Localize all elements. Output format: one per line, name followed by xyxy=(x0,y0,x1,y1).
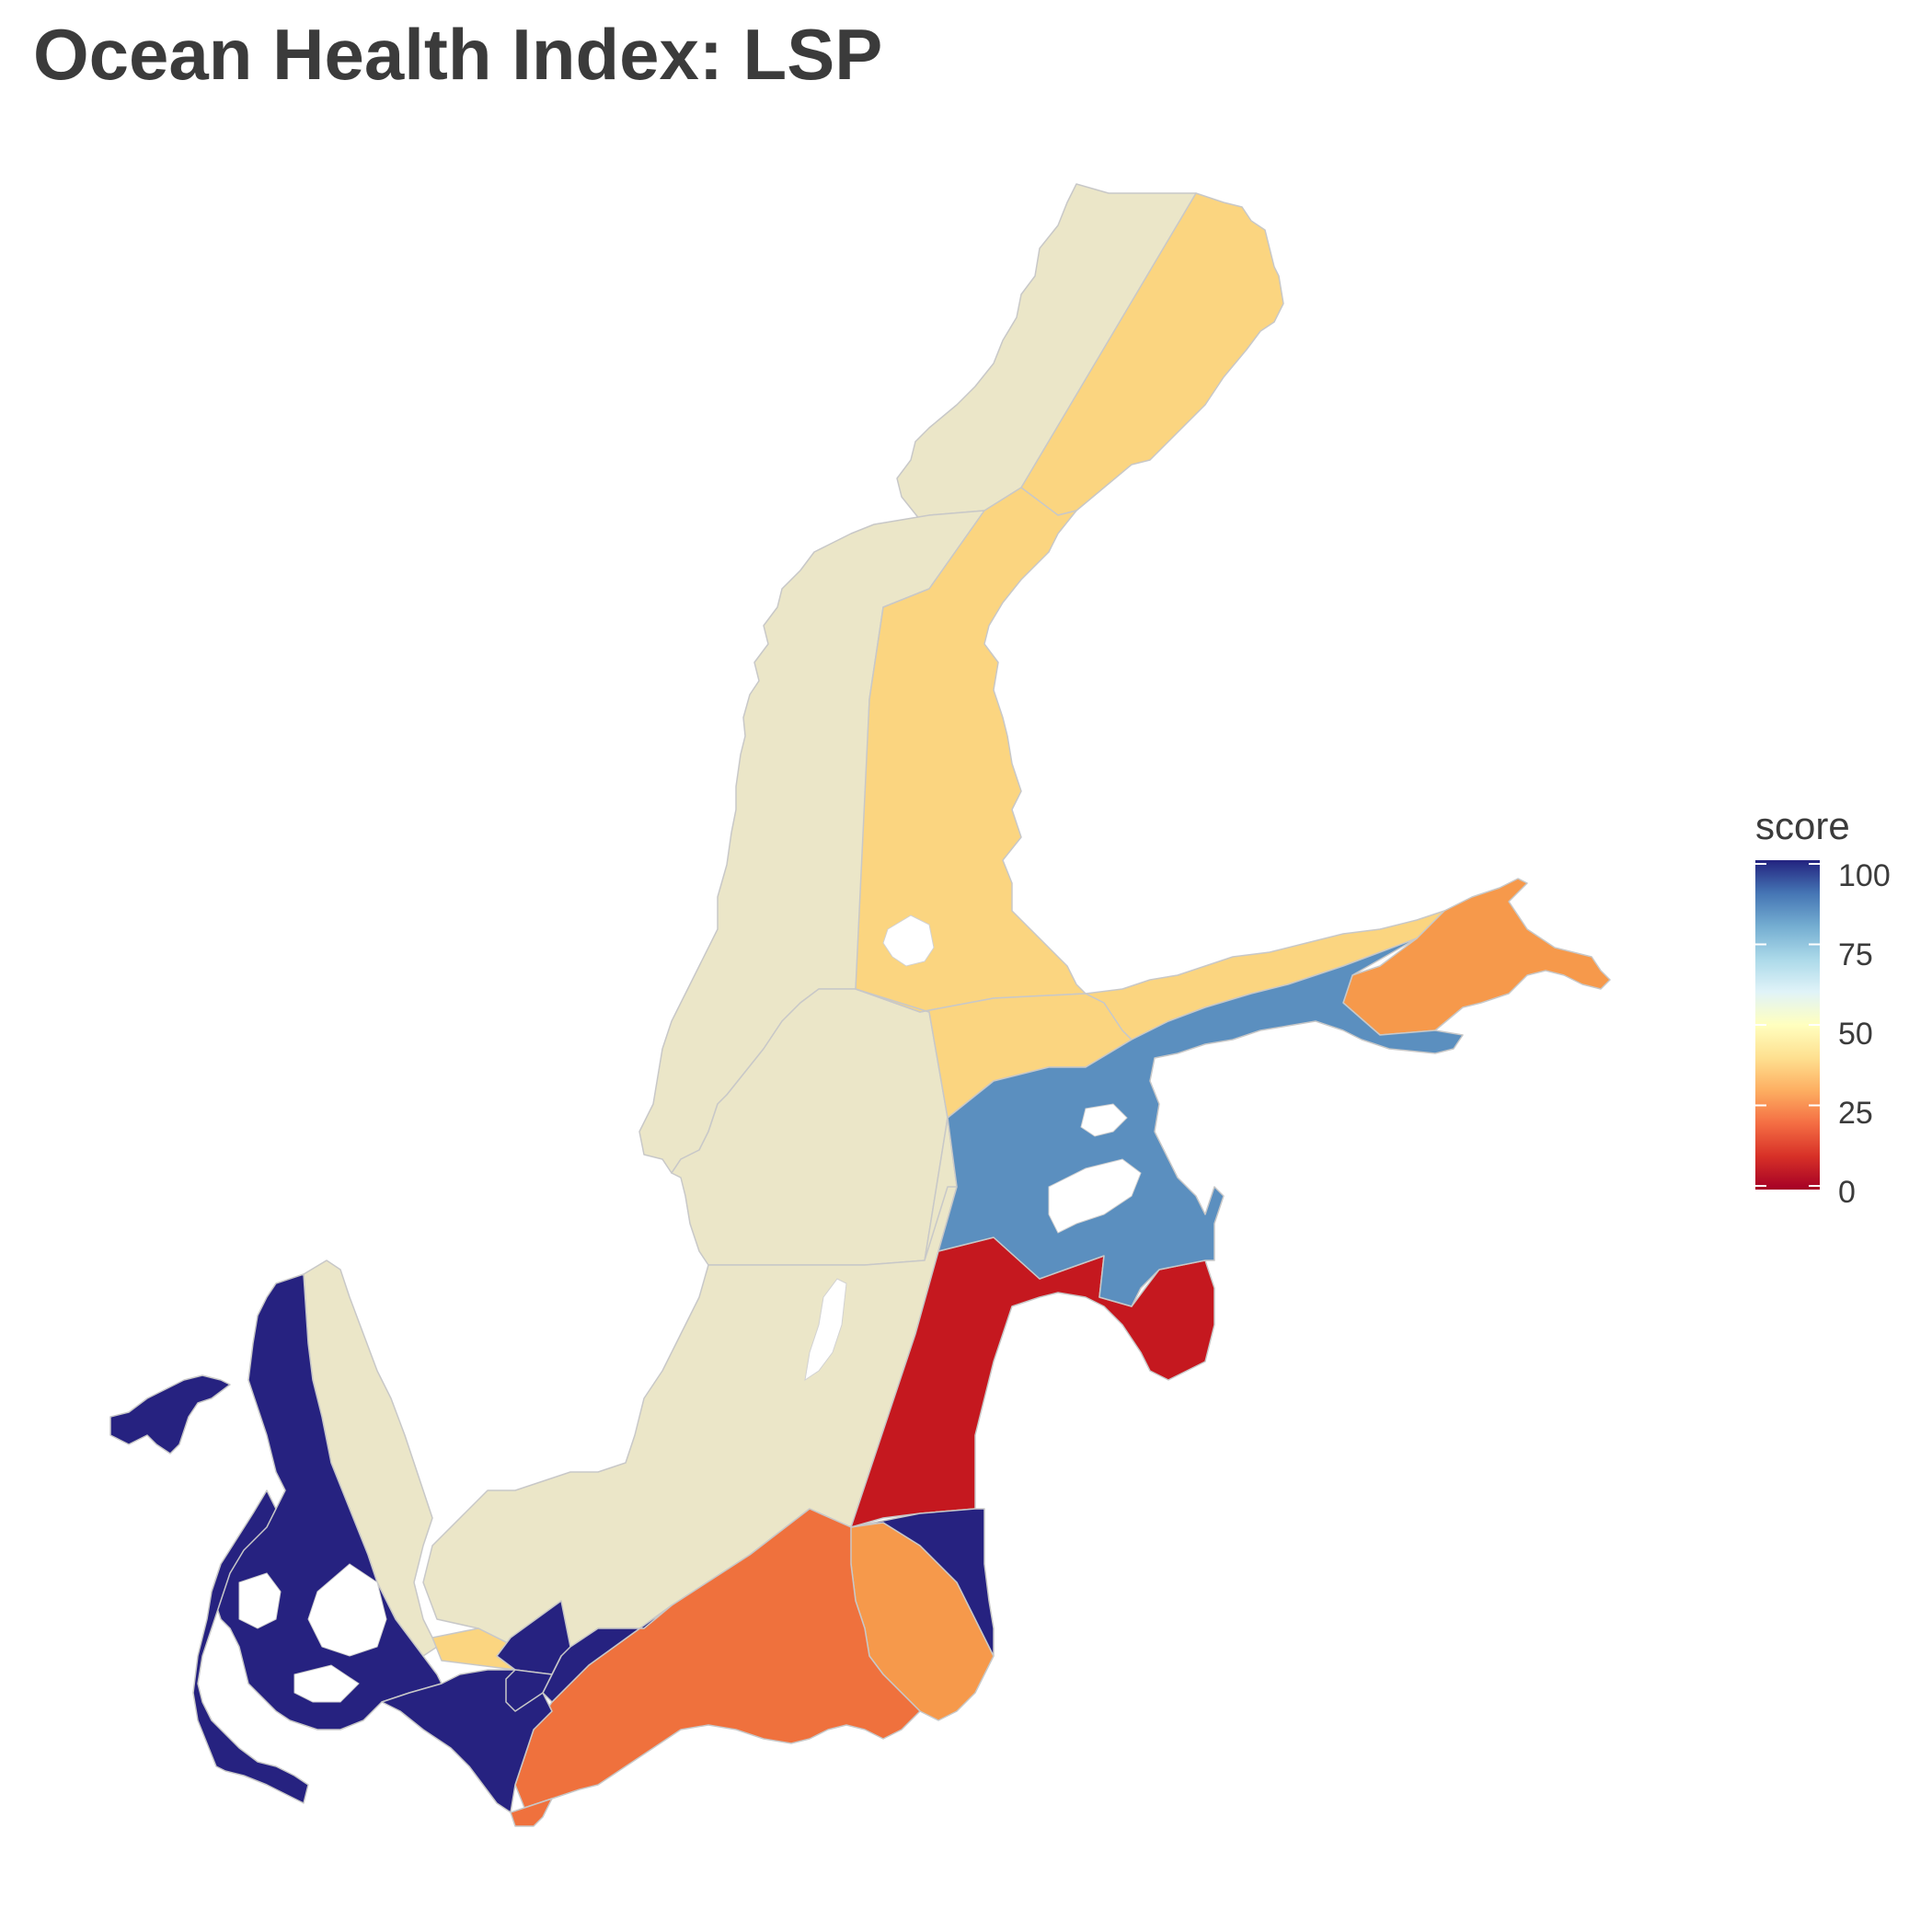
legend-tick-label: 50 xyxy=(1838,1017,1873,1052)
legend-tick-label: 75 xyxy=(1838,937,1873,972)
region-skagerrak[interactable] xyxy=(109,1374,231,1455)
region-arkona[interactable] xyxy=(505,1655,562,1712)
islands xyxy=(238,914,1142,1703)
legend-tick-label: 25 xyxy=(1838,1096,1873,1131)
island-zealand xyxy=(307,1563,387,1657)
score-color-bar xyxy=(1755,860,1820,1190)
region-poland[interactable] xyxy=(514,1508,921,1809)
island-hiiumaa xyxy=(1080,1103,1128,1137)
region-lithuania-coast[interactable] xyxy=(850,1508,995,1657)
map-title: Ocean Health Index: LSP xyxy=(33,14,883,95)
legend-title: score xyxy=(1755,804,1850,847)
island-aland xyxy=(882,914,935,967)
island-funen xyxy=(238,1572,282,1629)
region-bothnian-bay-east[interactable] xyxy=(1020,192,1284,516)
island-saaremaa xyxy=(1048,1158,1142,1234)
legend-tick-label: 0 xyxy=(1838,1175,1856,1210)
island-oland xyxy=(804,1278,847,1382)
legend-tick-label: 100 xyxy=(1838,858,1891,893)
region-danish-straits[interactable] xyxy=(192,1489,309,1804)
island-lolland xyxy=(293,1664,360,1703)
